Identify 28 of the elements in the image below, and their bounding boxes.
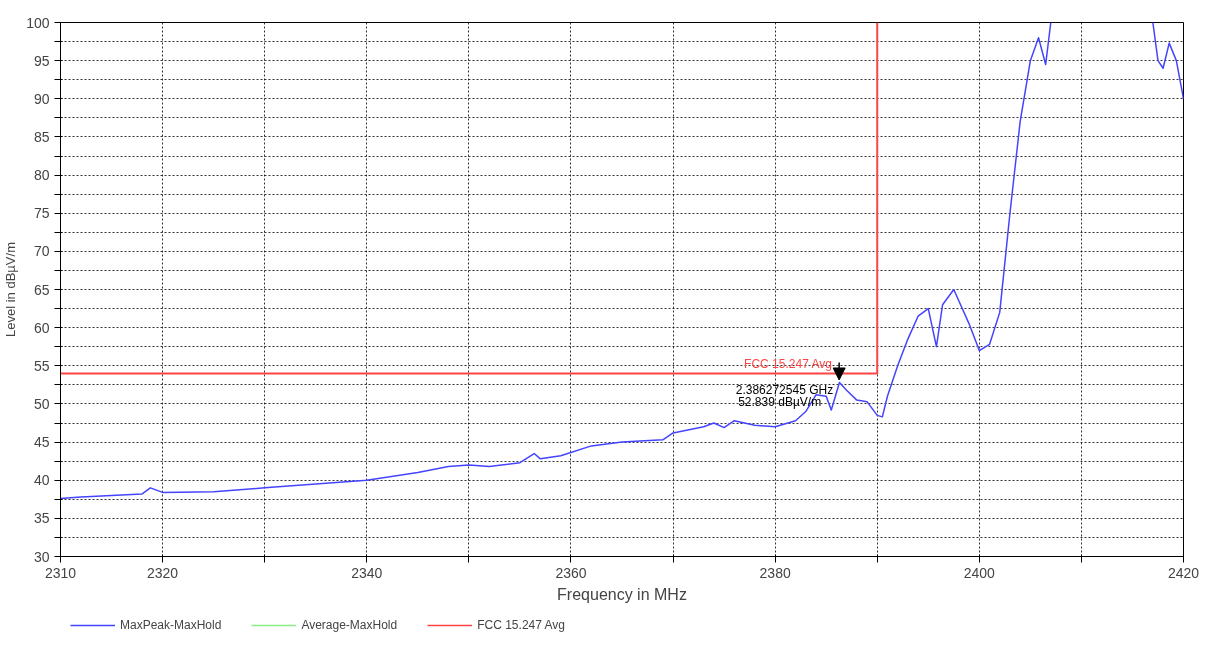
y-tick-label: 55: [33, 357, 50, 374]
y-tick-label: 45: [33, 434, 50, 451]
y-tick-label: 70: [33, 243, 50, 260]
x-tick-label: 2360: [555, 564, 587, 581]
y-tick-label: 60: [33, 319, 50, 336]
x-tick-label: 2340: [351, 564, 383, 581]
y-tick-label: 50: [33, 395, 50, 412]
y-tick-label: 75: [33, 205, 50, 222]
y-tick-label: 85: [33, 128, 50, 145]
x-tick-label: 2420: [1167, 564, 1200, 581]
y-tick-label: 80: [33, 167, 50, 184]
x-axis-title: Frequency in MHz: [557, 585, 687, 603]
y-tick-label: 35: [33, 510, 50, 527]
y-tick-label: 90: [33, 90, 50, 107]
y-tick-label: 30: [33, 548, 50, 565]
legend-label: MaxPeak-MaxHold: [120, 618, 222, 632]
x-tick-label: 2310: [44, 564, 77, 581]
x-tick-label: 2320: [147, 564, 179, 581]
annotation: FCC 15.247 Avg: [744, 357, 832, 372]
y-tick-label: 95: [33, 52, 50, 69]
y-tick-label: 65: [33, 281, 50, 298]
y-tick-label: 100: [26, 14, 50, 31]
legend-label: Average-MaxHold: [301, 618, 398, 632]
x-tick-label: 2380: [759, 564, 791, 581]
y-tick-label: 40: [33, 472, 50, 489]
x-tick-label: 2400: [963, 564, 996, 581]
y-axis-title: Level in dBµV/m: [3, 242, 19, 337]
legend-label: FCC 15.247 Avg: [477, 618, 566, 632]
